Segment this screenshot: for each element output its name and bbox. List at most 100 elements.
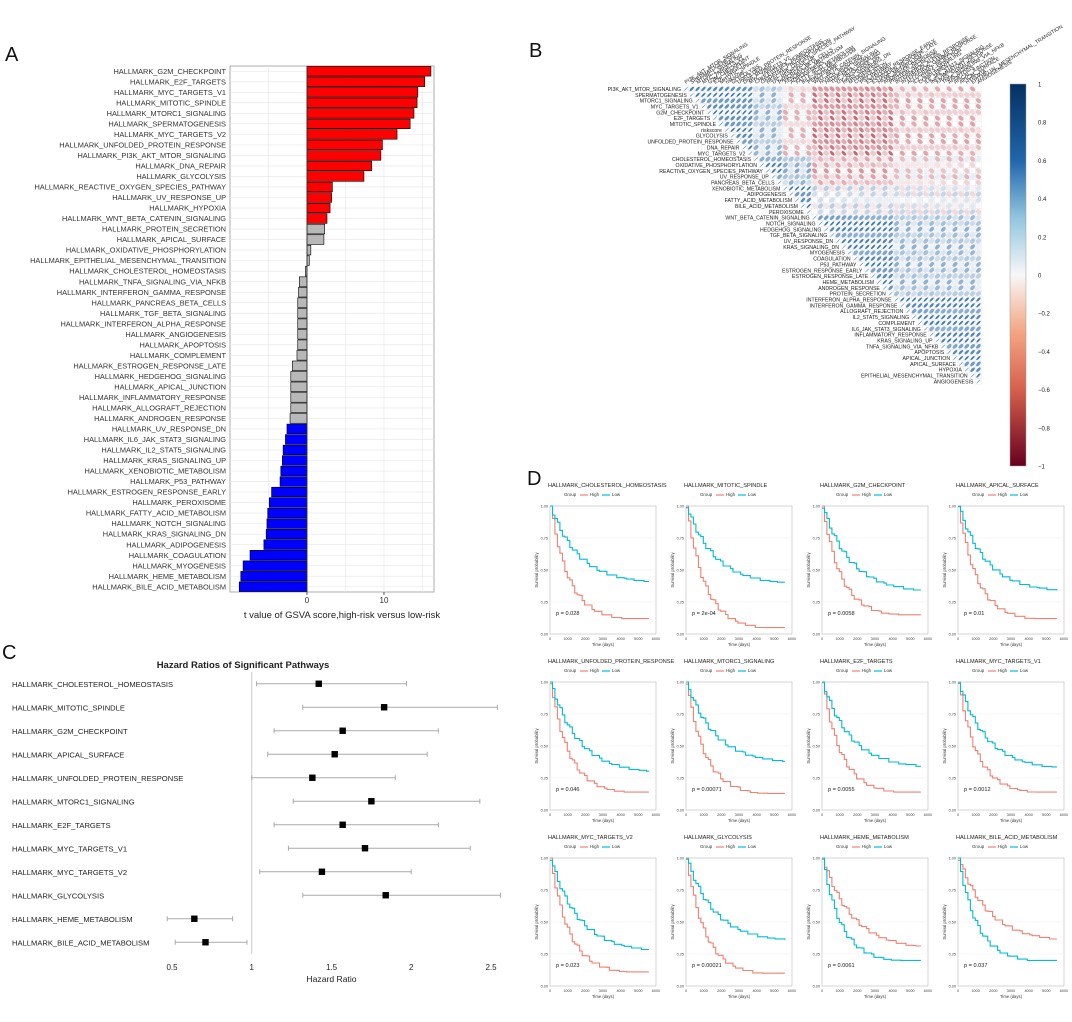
corr-ellipse	[946, 127, 952, 133]
corr-ellipse	[922, 97, 929, 104]
corr-ellipse	[858, 115, 865, 121]
hr-point	[380, 704, 388, 711]
km-legend-low: Low	[612, 844, 621, 849]
km-x-tick-label: 3000	[735, 637, 743, 641]
corr-ellipse	[846, 209, 853, 215]
corr-ellipse	[771, 127, 777, 133]
corr-ellipse	[724, 115, 730, 121]
km-x-tick-label: 5000	[906, 637, 914, 641]
corr-ellipse	[893, 156, 900, 162]
bar	[298, 276, 308, 287]
corr-ellipse	[852, 191, 859, 198]
corr-ellipse	[829, 209, 835, 215]
corr-ellipse	[970, 320, 975, 326]
corr-ellipse	[876, 109, 882, 115]
corr-ellipse	[812, 127, 818, 133]
km-y-tick-label: 0.25	[677, 601, 684, 605]
bar	[306, 181, 333, 193]
corr-ellipse	[905, 127, 911, 133]
corr-ellipse	[923, 238, 929, 244]
corr-ellipse	[876, 127, 882, 133]
corr-ellipse	[958, 326, 964, 332]
corr-ellipse	[940, 220, 946, 227]
corr-ellipse	[952, 150, 958, 157]
corr-ellipse	[794, 156, 800, 162]
km-x-axis-title: Time (days)	[864, 642, 887, 647]
corr-ellipse	[958, 86, 964, 92]
corr-ellipse	[905, 86, 911, 92]
corr-ellipse	[952, 127, 958, 133]
corr-ellipse	[753, 133, 759, 139]
corr-ellipse	[817, 92, 824, 98]
bar	[280, 465, 308, 477]
km-y-axis-title: Survival probability	[670, 552, 675, 588]
corr-ellipse	[928, 273, 935, 279]
row-label: HEME_METABOLISM	[823, 280, 875, 286]
corr-ellipse	[841, 150, 847, 156]
colorbar-tick-label: −1	[1038, 465, 1046, 471]
corr-ellipse	[911, 297, 917, 302]
corr-ellipse	[975, 162, 982, 168]
corr-ellipse	[876, 279, 882, 285]
km-y-tick-label: 0.75	[677, 537, 684, 541]
corr-ellipse	[975, 267, 981, 273]
corr-ellipse	[806, 209, 811, 214]
corr-ellipse	[911, 238, 917, 244]
corr-ellipse	[911, 138, 917, 145]
corr-ellipse	[923, 115, 929, 121]
km-x-tick-label: 1000	[971, 637, 979, 641]
row-label: riskscore	[701, 128, 722, 134]
corr-ellipse	[753, 127, 759, 133]
corr-ellipse	[905, 139, 911, 145]
corr-ellipse	[823, 185, 829, 191]
colorbar-tick-label: 0	[1038, 274, 1042, 280]
corr-ellipse	[893, 238, 900, 244]
corr-ellipse	[829, 127, 835, 133]
corr-ellipse	[917, 303, 923, 308]
corr-ellipse	[788, 103, 794, 110]
corr-ellipse	[829, 185, 835, 192]
row-label: TNFA_SIGNALING_VIA_NFKB	[866, 344, 939, 350]
bar	[297, 308, 308, 319]
km-x-tick-label: 3000	[599, 637, 607, 641]
corr-ellipse	[976, 373, 981, 378]
category-label: HALLMARK_GLYCOLYSIS	[136, 172, 226, 181]
corr-ellipse	[934, 150, 941, 156]
corr-ellipse	[963, 285, 970, 291]
row-label: MTORC1_SIGNALING	[640, 99, 693, 105]
corr-ellipse	[888, 209, 894, 215]
corr-ellipse	[958, 132, 964, 139]
corr-ellipse	[941, 320, 946, 326]
corr-ellipse	[905, 103, 911, 110]
km-x-tick-label: 6000	[924, 813, 932, 817]
corr-ellipse	[882, 109, 888, 115]
km-curve-low	[822, 507, 921, 591]
corr-ellipse	[923, 150, 929, 156]
corr-ellipse	[940, 232, 946, 238]
corr-ellipse	[706, 98, 712, 104]
corr-ellipse	[964, 92, 970, 98]
corr-ellipse	[976, 314, 981, 320]
km-x-tick-label: 2000	[717, 989, 725, 993]
corr-ellipse	[724, 98, 730, 103]
corr-ellipse	[841, 191, 847, 198]
corr-ellipse	[934, 132, 941, 139]
corr-ellipse	[946, 173, 952, 180]
corr-ellipse	[800, 109, 806, 116]
corr-ellipse	[958, 255, 964, 262]
corr-ellipse	[964, 349, 969, 355]
corr-ellipse	[759, 156, 765, 162]
corr-ellipse	[876, 256, 882, 261]
km-curve-high	[686, 683, 785, 794]
corr-ellipse	[900, 297, 905, 302]
corr-ellipse	[964, 343, 970, 349]
corr-ellipse	[893, 185, 900, 192]
corr-ellipse	[928, 86, 935, 92]
corr-ellipse	[841, 203, 847, 209]
km-legend-high: High	[998, 668, 1008, 673]
corr-ellipse	[782, 92, 789, 98]
x-axis-title: t value of GSVA score,high-risk versus l…	[244, 610, 440, 621]
corr-ellipse	[864, 144, 870, 150]
km-y-axis-title: Survival probability	[942, 728, 947, 764]
corr-ellipse	[958, 97, 964, 104]
